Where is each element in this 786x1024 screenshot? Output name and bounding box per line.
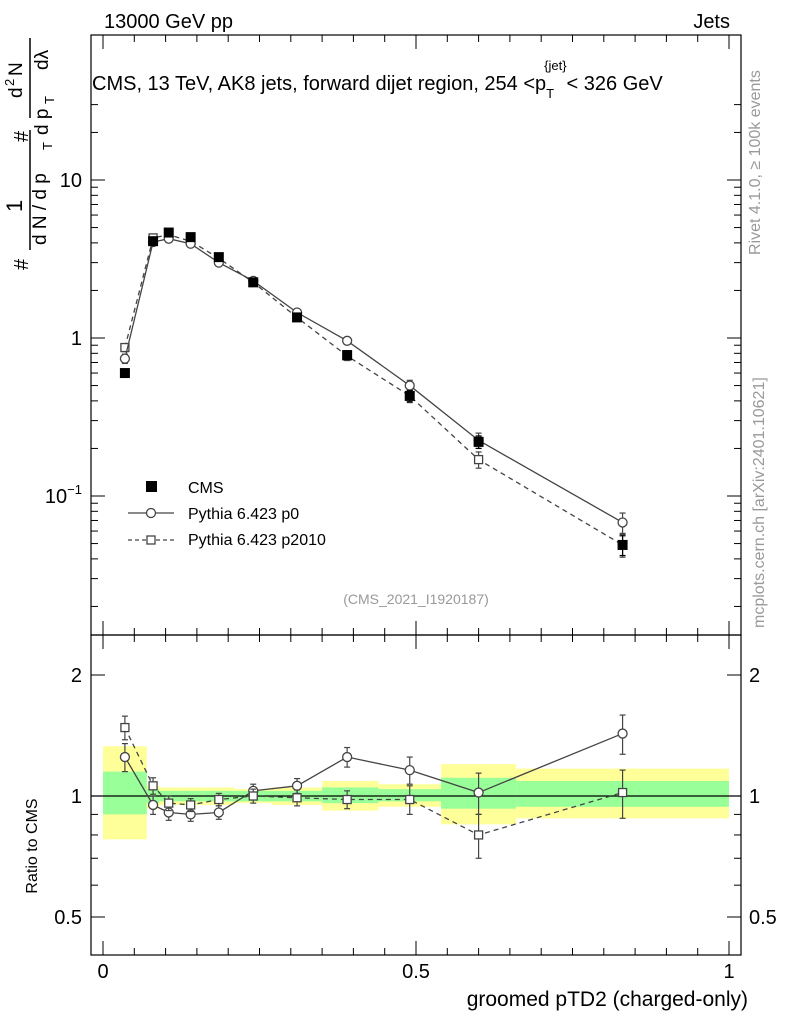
ratio-y-tick-label: 2 <box>71 665 82 687</box>
y-label-hash-1: # <box>11 258 33 270</box>
p2010-point <box>164 798 174 808</box>
legend-label-p0: Pythia 6.423 p0 <box>188 506 299 523</box>
legend-label-cms: CMS <box>188 480 224 497</box>
title-suffix: < 326 GeV <box>567 73 664 95</box>
y-label-d2n-sup: 2 <box>2 79 17 86</box>
axis-ticks <box>91 35 741 955</box>
p0-point <box>291 780 303 791</box>
y-label-dlambda: dλ <box>32 49 53 70</box>
p2010-point <box>292 793 302 803</box>
p0-point <box>341 335 353 346</box>
ratio-y-tick-label-right: 0.5 <box>749 907 777 929</box>
p2010-point <box>248 791 258 801</box>
y-label-hash-2: # <box>11 130 33 142</box>
cms-point <box>185 232 196 243</box>
p2010-point <box>473 830 484 840</box>
ratio-data-marks <box>119 714 628 859</box>
legend-label-p2010: Pythia 6.423 p2010 <box>188 532 326 549</box>
y-label-d2n-n: N <box>6 62 27 76</box>
x-axis-label: groomed pTD2 (charged-only) <box>467 988 748 1011</box>
y-label-dpt: d p <box>32 109 53 135</box>
cms-point <box>617 539 628 550</box>
cms-point <box>342 350 353 361</box>
cms-point <box>119 368 130 379</box>
p2010-point <box>120 342 130 353</box>
x-tick-label: 0.5 <box>402 961 430 983</box>
main-y-tick-base: 10 <box>45 486 67 508</box>
y-label-one: 1 <box>2 200 27 212</box>
p0-point <box>213 807 224 818</box>
ratio-uncertainty-bands <box>103 746 729 840</box>
y-label-d2n: d <box>6 87 27 98</box>
p0-point <box>404 380 415 391</box>
p2010-point <box>617 787 628 798</box>
cms-point <box>248 277 259 288</box>
title-sup: {jet} <box>544 58 567 73</box>
p2010-point <box>405 794 415 805</box>
p2010-point <box>473 454 484 465</box>
ratio-y-axis-label: Ratio to CMS <box>24 798 41 893</box>
main-y-tick-label: 10 <box>60 170 82 192</box>
ratio-y-tick-label: 0.5 <box>54 907 82 929</box>
y-label-dn-dpt-sub: T <box>40 142 55 150</box>
mcplots-label: mcplots.cern.ch [arXiv:2401.10621] <box>751 377 768 628</box>
p0-point <box>617 728 628 739</box>
legend-marker-p2010 <box>146 535 156 545</box>
title-sub: T <box>546 86 554 101</box>
ratio-y-tick-label-right: 2 <box>749 665 760 687</box>
cms-point <box>292 312 303 323</box>
p0-point <box>617 517 628 528</box>
chart-title: CMS, 13 TeV, AK8 jets, forward dijet reg… <box>92 58 663 101</box>
y-label-dn-dpt: d N / d p <box>30 173 51 245</box>
p0-point <box>404 764 415 776</box>
cms-point <box>148 236 159 247</box>
p0-point <box>147 799 159 811</box>
energy-label: 13000 GeV pp <box>104 11 233 33</box>
main-y-tick-label: 1 <box>71 328 82 350</box>
cms-point <box>163 227 174 238</box>
legend-marker-p0 <box>145 507 157 519</box>
main-y-axis-label: # 1 d N / d p T # d p T d 2 N dλ <box>2 38 57 270</box>
x-tick-label: 0 <box>97 961 108 983</box>
p0-point <box>341 751 353 763</box>
legend-swatch-cms <box>146 481 157 492</box>
rivet-label: Rivet 4.1.0, ≥ 100k events <box>747 70 764 255</box>
p2010-point <box>342 794 352 805</box>
p2010-point <box>214 794 224 805</box>
p2010-point <box>185 800 196 810</box>
p0-point <box>473 787 484 798</box>
title-prefix: CMS, 13 TeV, AK8 jets, forward dijet reg… <box>92 73 546 95</box>
main-y-tick-exp: −1 <box>67 482 82 497</box>
y-label-dpt-sub: T <box>42 96 57 104</box>
cms-point <box>213 252 224 263</box>
ratio-y-tick-label-right: 1 <box>749 786 760 808</box>
p0-point <box>119 353 131 364</box>
x-tick-label: 1 <box>723 961 734 983</box>
p2010-point <box>148 781 158 791</box>
band-inner <box>103 771 147 815</box>
p2010-point <box>120 722 130 733</box>
analysis-tag: (CMS_2021_I1920187) <box>343 591 489 607</box>
legend: CMS Pythia 6.423 p0 Pythia 6.423 p2010 <box>128 480 326 549</box>
category-label: Jets <box>693 11 730 33</box>
main-data-marks <box>119 227 628 558</box>
p0-point <box>119 751 131 763</box>
main-y-tick-label: 10−1 <box>45 482 82 508</box>
cms-point <box>404 390 415 401</box>
series-line-pythia-6-423-p2010 <box>124 234 623 546</box>
cms-point <box>473 436 484 447</box>
ratio-y-tick-label: 1 <box>71 786 82 808</box>
